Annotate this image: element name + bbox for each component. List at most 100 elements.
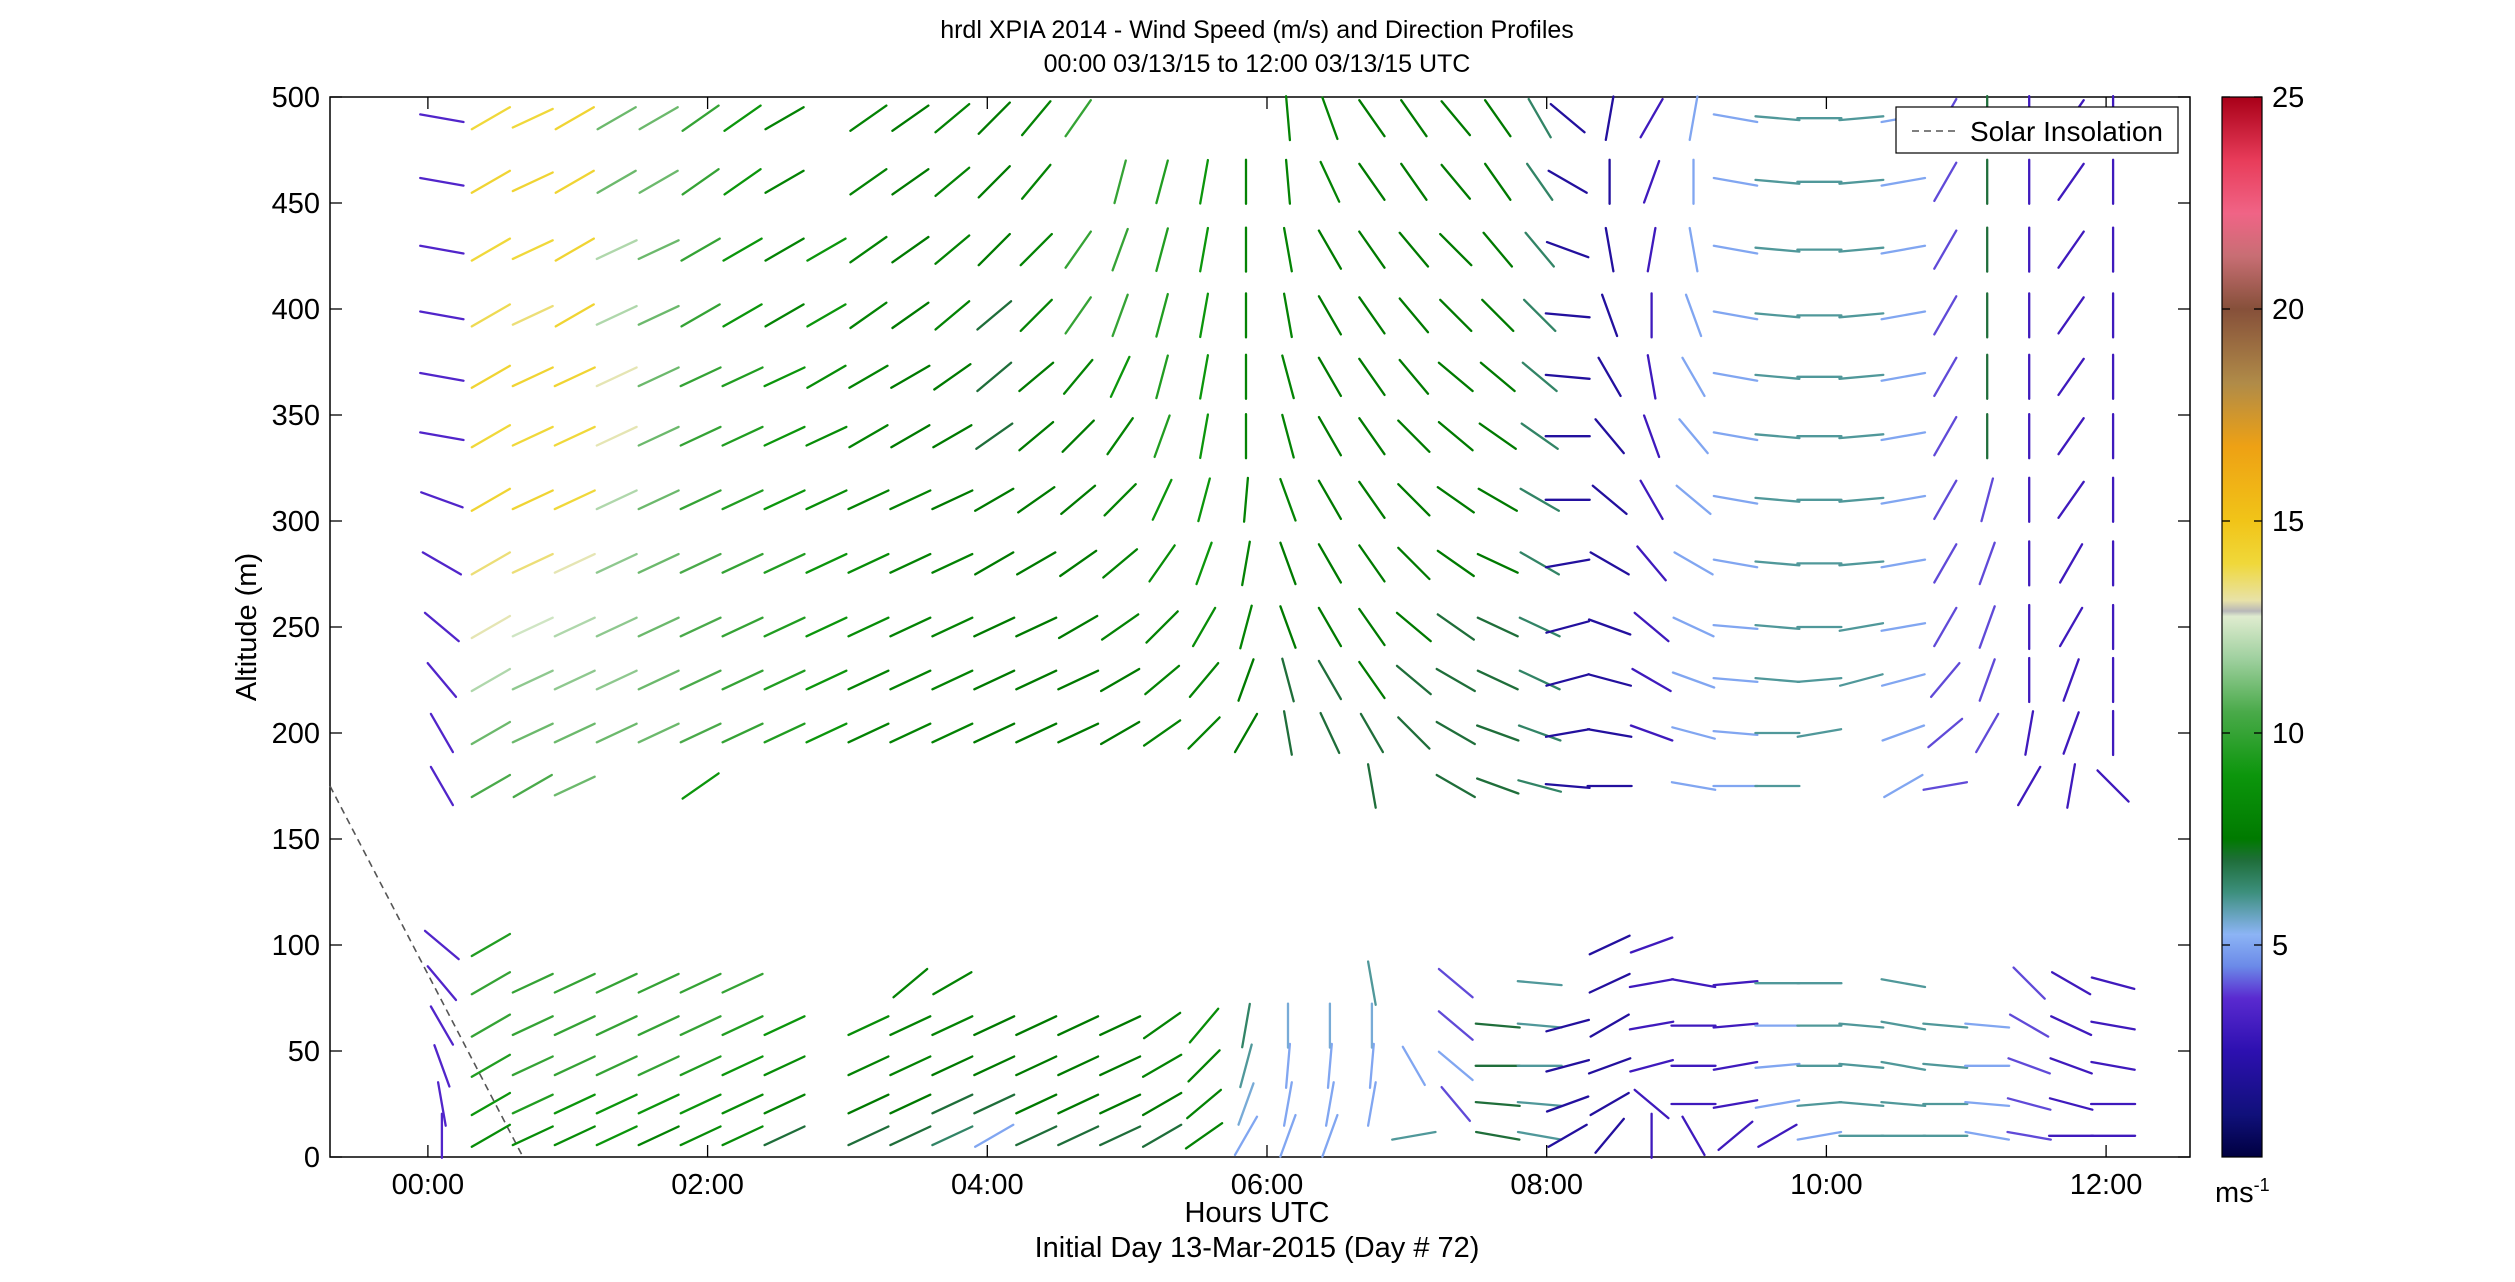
wind-vector bbox=[891, 301, 930, 330]
wind-vector bbox=[1064, 230, 1092, 269]
wind-vector bbox=[553, 425, 596, 447]
wind-vector bbox=[470, 551, 512, 576]
wind-vector bbox=[1151, 478, 1173, 521]
wind-vector bbox=[934, 234, 971, 265]
wind-vector bbox=[1317, 295, 1343, 336]
wind-vector bbox=[1712, 676, 1759, 684]
wind-vector bbox=[595, 1055, 638, 1077]
wind-vector bbox=[1282, 226, 1293, 273]
wind-vector bbox=[977, 101, 1011, 135]
wind-vector bbox=[763, 489, 806, 511]
wind-vector bbox=[637, 425, 680, 447]
wind-vector bbox=[433, 1044, 451, 1088]
wind-vector bbox=[1155, 292, 1169, 338]
wind-vector bbox=[1321, 96, 1339, 141]
wind-vector bbox=[1588, 934, 1631, 956]
wind-vector bbox=[1187, 716, 1221, 750]
wind-vector bbox=[1015, 616, 1058, 638]
wind-vector bbox=[1106, 417, 1134, 456]
wind-vector bbox=[934, 102, 971, 134]
wind-vector bbox=[1188, 1007, 1220, 1044]
wind-vector bbox=[1099, 667, 1141, 693]
wind-vector bbox=[763, 1093, 806, 1115]
y-tick-label: 350 bbox=[272, 400, 320, 432]
wind-vector bbox=[595, 1125, 638, 1147]
wind-vector bbox=[1019, 232, 1053, 267]
wind-vector bbox=[1670, 781, 1717, 791]
wind-vector bbox=[891, 235, 930, 264]
wind-vector bbox=[1524, 231, 1555, 268]
wind-vector bbox=[1629, 724, 1674, 742]
legend-box bbox=[1895, 106, 2179, 154]
wind-vector bbox=[1358, 99, 1386, 138]
wind-vector bbox=[1017, 486, 1056, 514]
colorbar-tick-label: 10 bbox=[2272, 718, 2304, 750]
wind-vector bbox=[1398, 231, 1430, 268]
wind-vector bbox=[511, 425, 554, 447]
wind-vector bbox=[890, 364, 931, 389]
wind-vector bbox=[1141, 1053, 1183, 1078]
wind-vector bbox=[1324, 1081, 1335, 1127]
wind-vector bbox=[1064, 99, 1092, 138]
wind-vector bbox=[977, 232, 1011, 267]
wind-vector bbox=[679, 1093, 722, 1115]
wind-vector bbox=[1684, 293, 1703, 338]
wind-vector bbox=[1754, 496, 1801, 503]
legend-label: Solar Insolation bbox=[1970, 116, 2163, 147]
chart-title: hrdl XPIA 2014 - Wind Speed (m/s) and Di… bbox=[940, 16, 1574, 44]
wind-vector bbox=[554, 303, 595, 328]
wind-vector bbox=[805, 552, 848, 574]
wind-vector bbox=[1591, 484, 1628, 516]
wind-vector bbox=[1717, 1120, 1754, 1152]
wind-vector bbox=[1397, 546, 1431, 581]
wind-vector bbox=[721, 669, 764, 691]
wind-vector bbox=[847, 489, 890, 511]
wind-vector bbox=[553, 366, 596, 388]
wind-vector bbox=[1242, 476, 1250, 523]
wind-vector bbox=[1475, 724, 1520, 742]
wind-vector bbox=[426, 661, 458, 699]
wind-vector bbox=[1525, 162, 1554, 201]
wind-vector bbox=[1642, 414, 1661, 459]
wind-vector bbox=[1437, 361, 1474, 393]
wind-vector bbox=[1547, 169, 1588, 194]
wind-vector bbox=[1519, 551, 1560, 576]
y-tick-label: 500 bbox=[272, 82, 320, 114]
wind-vector bbox=[848, 364, 889, 389]
wind-vector bbox=[1933, 295, 1958, 336]
wind-vector bbox=[976, 361, 1013, 393]
wind-vector bbox=[1671, 671, 1716, 689]
y-tick-label: 300 bbox=[272, 506, 320, 538]
wind-vector bbox=[1018, 420, 1055, 452]
wind-vector bbox=[1477, 487, 1518, 512]
wind-vector bbox=[553, 1015, 596, 1037]
wind-vector bbox=[1880, 1020, 1927, 1031]
x-axis-sublabel: Initial Day 13-Mar-2015 (Day # 72) bbox=[1035, 1232, 1480, 1264]
wind-vector bbox=[1880, 1060, 1927, 1071]
wind-vector bbox=[1712, 623, 1759, 631]
wind-vector bbox=[1358, 162, 1386, 201]
wind-vector bbox=[847, 1125, 890, 1147]
wind-vector bbox=[763, 1125, 806, 1147]
wind-vector bbox=[2057, 296, 2085, 335]
wind-vector bbox=[1366, 1081, 1377, 1127]
wind-vector bbox=[1015, 1015, 1058, 1037]
wind-vector bbox=[2090, 1060, 2136, 1071]
wind-vector bbox=[1980, 477, 1995, 523]
wind-vector bbox=[595, 1093, 638, 1115]
wind-vector bbox=[553, 669, 596, 691]
wind-vector bbox=[1099, 1125, 1142, 1147]
wind-vector bbox=[1282, 1081, 1293, 1127]
wind-vector bbox=[847, 1093, 890, 1115]
wind-vector bbox=[1712, 1022, 1759, 1029]
wind-vector bbox=[1712, 1099, 1759, 1109]
wind-vector bbox=[1237, 658, 1255, 702]
wind-vector bbox=[1588, 972, 1631, 994]
wind-vector bbox=[511, 1093, 554, 1115]
wind-vector bbox=[1476, 616, 1519, 638]
wind-vector bbox=[931, 722, 974, 744]
colorbar-ticks: 5 10 15 20 25 bbox=[2222, 82, 2304, 962]
wind-vector bbox=[764, 237, 805, 262]
wind-vector bbox=[721, 1015, 764, 1037]
wind-vector bbox=[1358, 357, 1386, 397]
